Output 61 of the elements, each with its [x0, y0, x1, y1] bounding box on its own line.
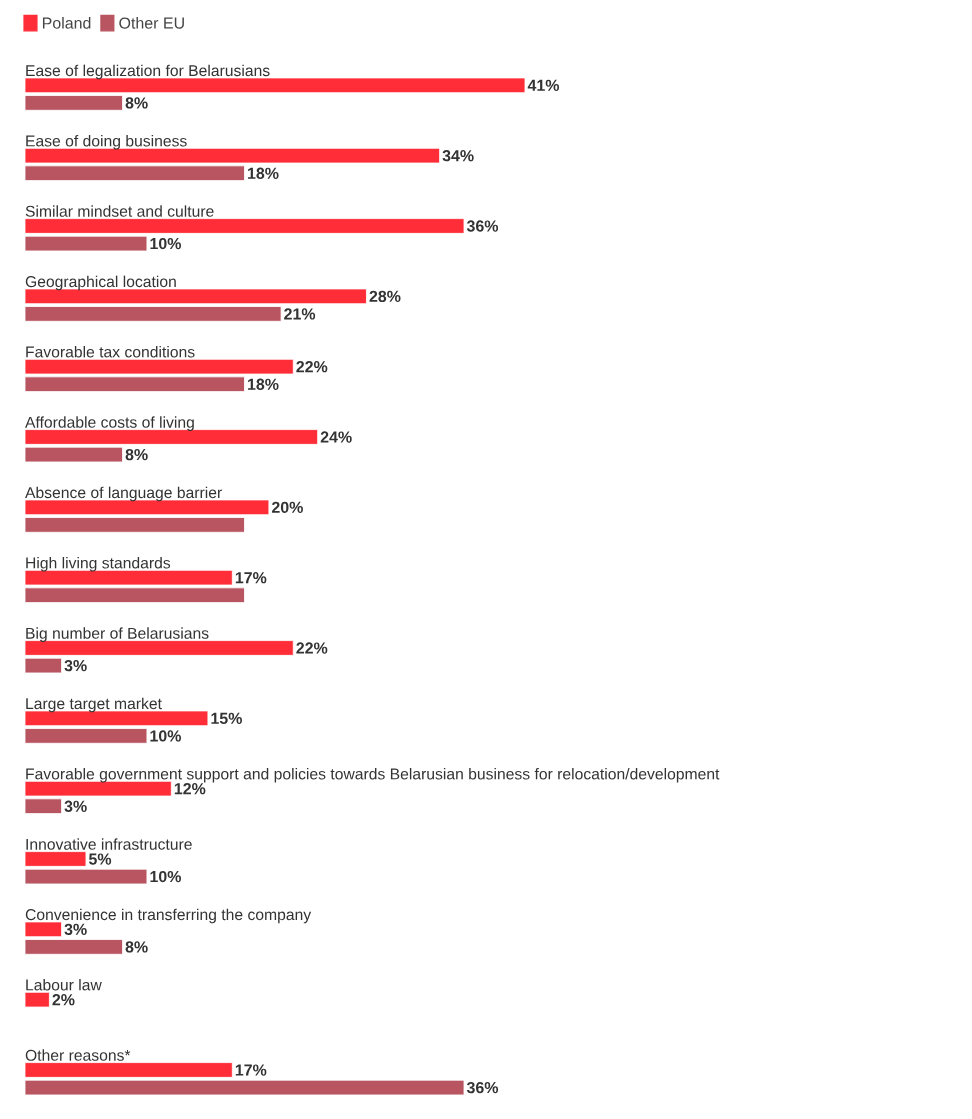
data-label: 10% [150, 237, 181, 250]
y-tick-label: Geographical location [25, 275, 176, 291]
data-label: 41% [527, 79, 560, 91]
bar [25, 1079, 465, 1096]
bar [25, 868, 148, 885]
y-tick-label: Similar mindset and culture [25, 205, 214, 217]
data-label: 8% [125, 941, 148, 953]
data-label: 8% [125, 97, 148, 109]
data-label: 8% [125, 448, 148, 461]
data-label: 24% [320, 431, 352, 443]
y-tick-label: High living standards [26, 556, 171, 572]
bar [25, 939, 123, 955]
data-label: 10% [150, 870, 181, 883]
bar [25, 429, 319, 445]
y-tick-label: Affordable costs of living [25, 416, 194, 431]
bar [25, 991, 50, 1008]
data-label: 18% [248, 167, 279, 179]
bar [25, 218, 465, 234]
data-label: 36% [466, 220, 499, 232]
bar [25, 235, 148, 252]
bar [25, 640, 294, 656]
bar [25, 728, 148, 744]
bar [25, 851, 87, 867]
bar [25, 446, 123, 463]
y-tick-label: Ease of doing business [26, 134, 187, 150]
y-tick-label: Other reasons* [25, 1049, 131, 1061]
data-label: 18% [248, 378, 279, 390]
data-label: 3% [64, 659, 87, 672]
data-label: 3% [64, 800, 87, 812]
y-tick-label: Innovative infrastructure [26, 838, 192, 850]
y-tick-label: Favorable government support and policies towards Belarusian business for relocation/development [26, 767, 720, 783]
data-label: 10% [150, 730, 181, 742]
y-tick-label: Big number of Belarusians [26, 627, 209, 642]
data-label: 21% [284, 308, 316, 320]
y-tick-label: Large target market [26, 697, 162, 713]
bar [25, 921, 63, 938]
bar [25, 306, 282, 322]
y-tick-label: Absence of language barrier [25, 486, 222, 502]
data-label: 17% [235, 1064, 267, 1076]
data-label: 12% [174, 783, 206, 795]
data-label: 22% [296, 642, 328, 654]
y-tick-label: Ease of legalization for Belarusians [26, 64, 270, 80]
y-tick-label: Favorable tax conditions [26, 345, 195, 358]
data-label: 15% [211, 712, 242, 725]
bar [25, 657, 63, 674]
data-label: 34% [442, 150, 474, 162]
legend-label: Poland [42, 17, 91, 29]
bar [25, 1062, 233, 1078]
data-label: 17% [235, 572, 267, 584]
data-label: 3% [64, 923, 87, 936]
data-label: 2% [52, 994, 75, 1006]
bar [25, 95, 123, 111]
data-label: 20% [271, 501, 303, 514]
data-label: 22% [296, 361, 328, 373]
data-label: 5% [88, 853, 112, 865]
bar [25, 517, 245, 533]
y-tick-label: Convenience in transferring the company [25, 908, 312, 924]
y-tick-label: Labour law [26, 978, 102, 991]
legend-label: Other EU [119, 17, 184, 29]
data-label: 36% [466, 1081, 499, 1094]
data-label: 28% [369, 290, 401, 303]
